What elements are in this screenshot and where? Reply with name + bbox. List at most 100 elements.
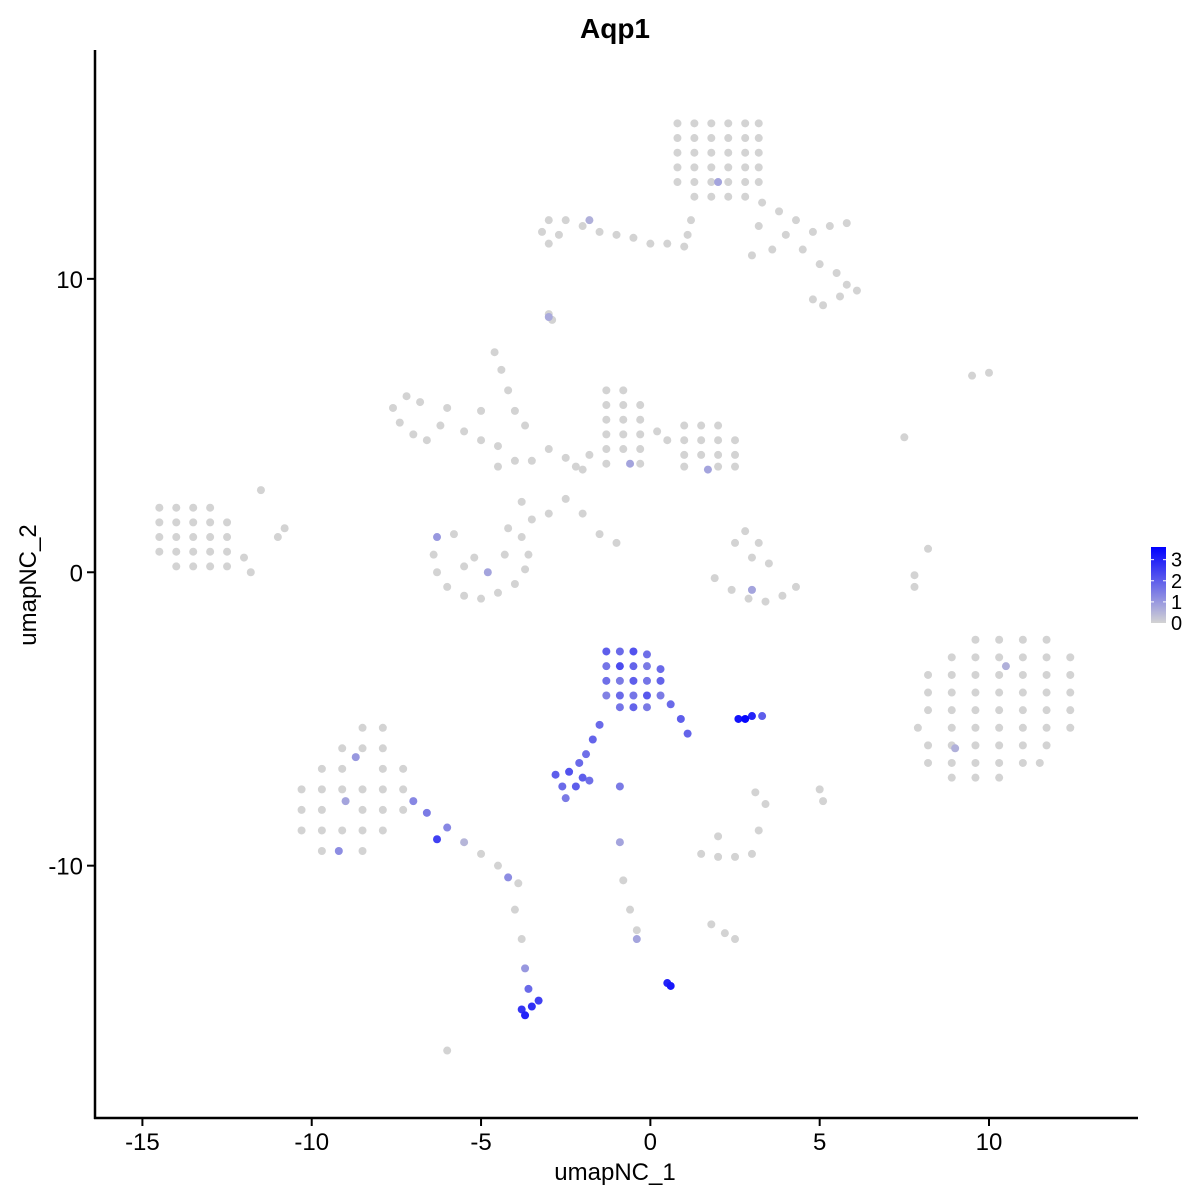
cell-point (297, 805, 306, 814)
cell-point (436, 421, 445, 430)
cell-point (172, 518, 181, 527)
legend-tick-label: 2 (1171, 571, 1182, 593)
cell-point (910, 582, 919, 591)
cell-point (629, 233, 638, 242)
cell-point (602, 445, 611, 454)
cell-point (544, 509, 553, 518)
cell-point (727, 585, 736, 594)
cell-point (351, 753, 360, 762)
cell-point (819, 301, 828, 310)
cell-point (402, 392, 411, 401)
cell-point (761, 597, 770, 606)
cell-point (378, 785, 387, 794)
cell-point (836, 292, 844, 301)
cell-point (724, 178, 733, 187)
cell-point (734, 714, 743, 723)
cell-point (1018, 706, 1027, 715)
cell-point (947, 653, 956, 662)
cell-point (995, 758, 1004, 767)
cell-point (595, 530, 604, 539)
cell-point (731, 450, 740, 459)
cell-point (1066, 723, 1075, 732)
cell-point (666, 700, 675, 709)
cell-point (1018, 723, 1027, 732)
cell-point (615, 662, 624, 671)
cell-point (521, 421, 530, 430)
cell-point (764, 559, 773, 568)
cell-point (741, 714, 750, 723)
cell-point (632, 935, 641, 944)
cell-point (947, 758, 956, 767)
cell-point (433, 835, 442, 844)
cell-point (971, 688, 980, 697)
cell-point (602, 459, 611, 468)
cell-point (629, 662, 638, 671)
cell-point (378, 826, 387, 835)
cell-point (602, 386, 611, 395)
cell-point (544, 445, 553, 454)
cell-point (510, 580, 519, 588)
cell-point (317, 785, 326, 794)
cell-point (656, 691, 665, 700)
cell-point (741, 527, 750, 536)
cell-point (703, 465, 712, 474)
cell-point (477, 594, 486, 603)
cell-point (632, 926, 641, 935)
cell-point (707, 920, 716, 929)
cell-point (913, 723, 922, 732)
cell-point (900, 433, 909, 442)
cell-point (206, 503, 215, 512)
cell-point (602, 647, 611, 656)
cell-point (724, 119, 733, 128)
cell-point (971, 706, 980, 715)
cell-point (470, 553, 479, 562)
cell-point (429, 550, 438, 559)
cell-point (514, 879, 523, 888)
cell-point (842, 219, 851, 228)
cell-point (378, 764, 387, 773)
cell-point (971, 653, 980, 662)
cell-point (947, 723, 956, 732)
cell-point (629, 676, 638, 685)
cell-point (646, 239, 655, 248)
cell-point (636, 415, 645, 424)
cell-point (808, 227, 817, 236)
cell-point (714, 421, 723, 430)
y-tick-label: 10 (56, 267, 83, 294)
cell-point (619, 876, 628, 885)
cell-point (947, 688, 956, 697)
cell-point (273, 533, 282, 542)
cell-point (493, 588, 502, 597)
cell-point (422, 808, 431, 817)
cell-point (924, 758, 933, 767)
x-tick-label: 0 (644, 1129, 657, 1156)
cell-point (910, 571, 919, 580)
cell-point (500, 550, 509, 559)
cell-point (615, 676, 624, 685)
cell-point (504, 873, 513, 882)
cell-point (971, 758, 980, 767)
cell-point (189, 547, 198, 556)
cell-point (947, 670, 956, 679)
cell-point (1042, 653, 1051, 662)
cell-point (680, 450, 689, 459)
cell-point (317, 805, 326, 814)
cell-point (971, 670, 980, 679)
cell-point (561, 216, 570, 225)
legend-tick-label: 1 (1171, 592, 1182, 614)
cell-point (433, 568, 442, 577)
cell-point (206, 547, 215, 556)
cell-point (710, 574, 719, 583)
cell-point (619, 415, 628, 424)
cell-point (521, 1011, 530, 1020)
cell-point (534, 996, 543, 1005)
cell-point (642, 691, 651, 700)
x-tick-label: -15 (125, 1129, 160, 1156)
cell-point (1042, 723, 1051, 732)
cell-point (338, 785, 347, 794)
cell-point (798, 245, 807, 254)
cell-point (924, 741, 933, 750)
cell-point (538, 227, 546, 236)
cell-point (155, 533, 164, 542)
